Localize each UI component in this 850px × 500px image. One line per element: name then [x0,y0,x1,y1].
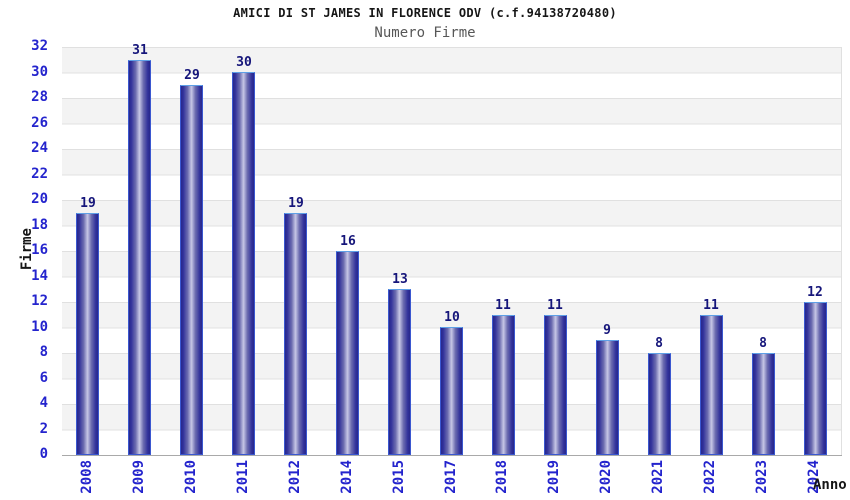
bar [440,327,463,455]
bar [284,213,307,455]
chart-title: AMICI DI ST JAMES IN FLORENCE ODV (c.f.9… [233,6,617,20]
bar [596,340,619,455]
x-tick-label: 2021 [650,460,666,494]
y-tick-label: 14 [31,268,48,284]
bar-value-label: 9 [603,323,611,338]
bar [752,353,775,455]
bar-value-label: 30 [236,55,252,70]
bar [232,72,255,455]
y-tick-label: 0 [39,446,48,462]
y-tick-label: 2 [39,421,48,437]
bar-value-label: 29 [184,68,200,83]
x-tick-label: 2010 [183,460,199,494]
x-tick-label: 2015 [391,460,407,494]
y-tick-label: 8 [39,344,48,360]
bar [492,315,515,455]
x-tick-label: 2022 [702,460,718,494]
y-tick-label: 6 [39,370,48,386]
bar-value-label: 11 [547,298,563,313]
bar-value-label: 10 [444,310,460,325]
bar-value-label: 19 [288,196,304,211]
y-tick-label: 26 [31,115,48,131]
y-tick-label: 32 [31,38,48,54]
bar [648,353,671,455]
x-tick-label: 2011 [235,460,251,494]
y-tick-label: 22 [31,166,48,182]
y-tick-label: 16 [31,242,48,258]
bar [128,60,151,455]
y-axis-label: Firme [19,228,35,271]
x-tick-label: 2017 [443,460,459,494]
bar-value-label: 11 [703,298,719,313]
chart-subtitle: Numero Firme [374,25,476,41]
y-tick-label: 4 [39,395,48,411]
bar [76,213,99,455]
bar-value-label: 12 [807,285,823,300]
bar-value-label: 19 [80,196,96,211]
bar [804,302,827,455]
bar-value-label: 13 [392,272,408,287]
x-axis-line [62,455,842,456]
bar-value-label: 31 [132,43,148,58]
x-tick-label: 2023 [754,460,770,494]
bar-value-label: 16 [340,234,356,249]
bar-value-label: 8 [655,336,663,351]
x-axis-label: Anno [813,477,847,493]
x-tick-label: 2018 [494,460,510,494]
bar-value-label: 11 [495,298,511,313]
bar-value-label: 8 [759,336,767,351]
y-tick-label: 20 [31,191,48,207]
bar [544,315,567,455]
x-tick-label: 2012 [287,460,303,494]
x-tick-label: 2019 [546,460,562,494]
y-tick-label: 12 [31,293,48,309]
bar [336,251,359,455]
x-tick-label: 2009 [131,460,147,494]
y-tick-label: 30 [31,64,48,80]
y-tick-label: 24 [31,140,48,156]
y-tick-label: 18 [31,217,48,233]
y-tick-label: 10 [31,319,48,335]
x-tick-label: 2014 [339,460,355,494]
y-tick-label: 28 [31,89,48,105]
bar [700,315,723,455]
x-tick-label: 2020 [598,460,614,494]
bar [388,289,411,455]
bar [180,85,203,455]
x-tick-label: 2008 [79,460,95,494]
